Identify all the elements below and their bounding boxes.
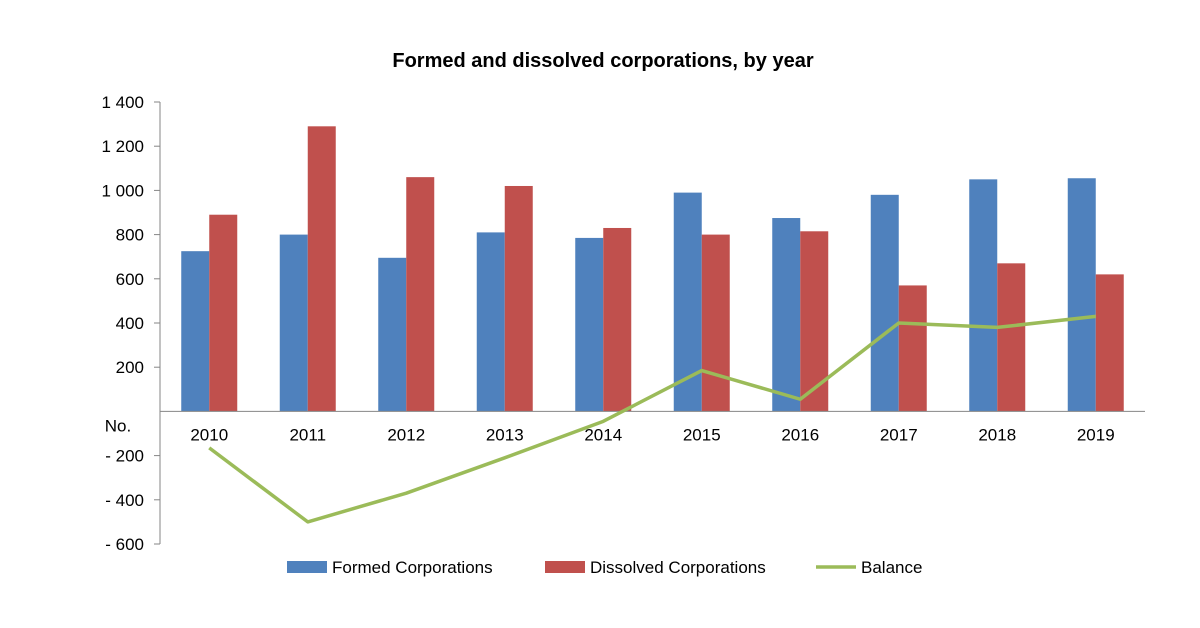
bar-dissolved-corporations-2013 <box>504 185 533 412</box>
bar-dissolved-corporations-2019 <box>1095 274 1124 412</box>
bar-dissolved-corporations-2012 <box>406 177 435 412</box>
x-tick-label: 2015 <box>683 425 721 444</box>
bar-dissolved-corporations-2015 <box>701 234 730 412</box>
legend-label-formed-corporations: Formed Corporations <box>332 558 493 577</box>
line-balance <box>208 314 1096 524</box>
legend-swatch-dissolved-corporations <box>545 561 585 573</box>
bar-dissolved-corporations-2010 <box>209 214 238 412</box>
x-tick-label: 2018 <box>978 425 1016 444</box>
y-tick-label: - 600 <box>105 535 144 554</box>
y-tick-label: 1 200 <box>101 137 144 156</box>
bar-formed-corporations-2014 <box>575 237 604 412</box>
y-tick-label: 1 000 <box>101 181 144 200</box>
y-tick-label: - 200 <box>105 447 144 466</box>
bar-dissolved-corporations-2018 <box>997 263 1026 412</box>
x-tick-label: 2011 <box>289 425 326 444</box>
bar-dissolved-corporations-2016 <box>800 231 829 412</box>
bar-formed-corporations-2015 <box>673 192 702 412</box>
x-tick-label: 2010 <box>190 425 228 444</box>
x-tick-label: 2017 <box>880 425 918 444</box>
bar-dissolved-corporations-2014 <box>603 227 632 412</box>
bar-formed-corporations-2011 <box>279 234 308 412</box>
y-axis-label: No. <box>105 416 131 435</box>
y-tick-label: 400 <box>116 314 144 333</box>
bar-formed-corporations-2017 <box>870 194 899 412</box>
bar-dissolved-corporations-2011 <box>307 126 336 412</box>
y-tick-label: 800 <box>116 226 144 245</box>
x-tick-label: 2012 <box>387 425 425 444</box>
legend-label-dissolved-corporations: Dissolved Corporations <box>590 558 766 577</box>
legend-label-balance: Balance <box>861 558 922 577</box>
chart-title: Formed and dissolved corporations, by ye… <box>392 50 813 72</box>
bar-formed-corporations-2013 <box>476 232 505 412</box>
x-tick-label: 2014 <box>584 425 622 444</box>
y-tick-label: 600 <box>116 270 144 289</box>
bar-formed-corporations-2012 <box>378 257 407 412</box>
y-tick-label: 200 <box>116 358 144 377</box>
plot-area: - 600 - 400 - 200 200 400 600 800 1 000 1 200 1 4… <box>101 93 1145 554</box>
legend-swatch-formed-corporations <box>287 561 327 573</box>
legend: Formed Corporations Dissolved Corporation… <box>287 558 922 577</box>
bar-dissolved-corporations-2017 <box>898 285 927 412</box>
bar-formed-corporations-2019 <box>1067 178 1096 412</box>
bar-formed-corporations-2010 <box>181 251 210 412</box>
y-tick-label: - 400 <box>105 491 144 510</box>
y-tick-label: 1 400 <box>101 93 144 112</box>
x-tick-label: 2019 <box>1077 425 1115 444</box>
x-tick-label: 2013 <box>486 425 524 444</box>
x-tick-label: 2016 <box>781 425 819 444</box>
bar-formed-corporations-2016 <box>772 218 801 412</box>
bar-formed-corporations-2018 <box>969 179 998 412</box>
